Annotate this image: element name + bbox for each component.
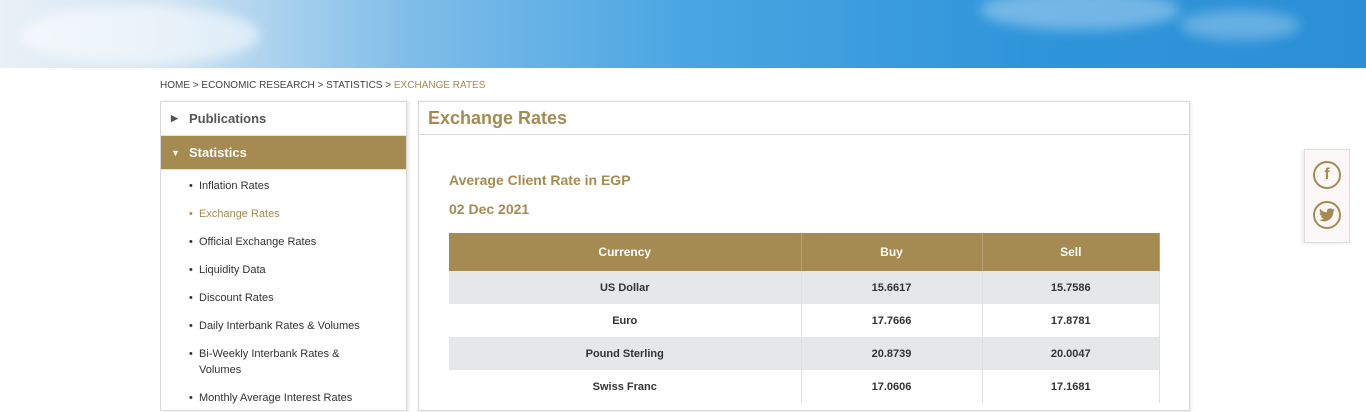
section-label: Publications (189, 111, 267, 126)
rate-subtitle: Average Client Rate in EGP (449, 172, 631, 188)
table-row: Swiss Franc 17.0606 17.1681 (449, 370, 1160, 403)
cell-currency: US Dollar (449, 271, 802, 304)
content-panel: Exchange Rates Average Client Rate in EG… (418, 101, 1190, 411)
sidebar-section-statistics[interactable]: ▼ Statistics (161, 136, 406, 170)
sidebar: ▶ Publications ▼ Statistics Inflation Rate… (160, 101, 407, 411)
breadcrumb: HOME > ECONOMIC RESEARCH > STATISTICS > … (160, 80, 486, 91)
cell-buy: 15.6617 (801, 271, 983, 304)
table-row: Euro 17.7666 17.8781 (449, 304, 1160, 337)
breadcrumb-economic-research[interactable]: ECONOMIC RESEARCH (201, 80, 315, 91)
header-currency: Currency (449, 233, 802, 271)
sidebar-item-official-exchange-rates[interactable]: Official Exchange Rates (161, 228, 406, 256)
cell-sell: 20.0047 (982, 337, 1160, 370)
sidebar-item-discount-rates[interactable]: Discount Rates (161, 284, 406, 312)
breadcrumb-statistics[interactable]: STATISTICS (326, 80, 383, 91)
section-label: Statistics (189, 145, 247, 160)
sidebar-item-daily-interbank[interactable]: Daily Interbank Rates & Volumes (161, 312, 406, 340)
cell-buy: 17.7666 (801, 304, 983, 337)
cell-currency: Pound Sterling (449, 337, 802, 370)
header-banner (0, 0, 1366, 68)
cell-currency: Swiss Franc (449, 370, 802, 403)
cell-buy: 20.8739 (801, 337, 983, 370)
rate-date: 02 Dec 2021 (449, 201, 530, 217)
table-header: Currency Buy Sell (449, 233, 1160, 271)
sidebar-item-biweekly-interbank[interactable]: Bi-Weekly Interbank Rates & Volumes (161, 340, 406, 384)
sidebar-item-liquidity-data[interactable]: Liquidity Data (161, 256, 406, 284)
cell-sell: 17.8781 (982, 304, 1160, 337)
sidebar-section-publications[interactable]: ▶ Publications (161, 102, 406, 136)
page-title: Exchange Rates (419, 102, 1189, 135)
exchange-rates-table: Currency Buy Sell US Dollar 15.6617 15.758… (449, 233, 1160, 403)
cell-sell: 15.7586 (982, 271, 1160, 304)
caret-down-icon: ▼ (171, 147, 180, 158)
header-sell: Sell (982, 233, 1160, 271)
social-share-bar: f (1304, 149, 1350, 243)
header-buy: Buy (801, 233, 983, 271)
caret-right-icon: ▶ (171, 113, 178, 123)
cell-sell: 17.1681 (982, 370, 1160, 403)
sidebar-item-monthly-average-interest[interactable]: Monthly Average Interest Rates (161, 384, 406, 412)
cell-currency: Euro (449, 304, 802, 337)
table-row: Pound Sterling 20.8739 20.0047 (449, 337, 1160, 370)
cell-buy: 17.0606 (801, 370, 983, 403)
breadcrumb-home[interactable]: HOME (160, 80, 190, 91)
sidebar-item-inflation-rates[interactable]: Inflation Rates (161, 172, 406, 200)
facebook-icon[interactable]: f (1313, 161, 1341, 189)
breadcrumb-current: EXCHANGE RATES (393, 80, 486, 91)
twitter-icon[interactable] (1313, 201, 1341, 229)
sidebar-item-exchange-rates[interactable]: Exchange Rates (161, 200, 406, 228)
table-row: US Dollar 15.6617 15.7586 (449, 271, 1160, 304)
